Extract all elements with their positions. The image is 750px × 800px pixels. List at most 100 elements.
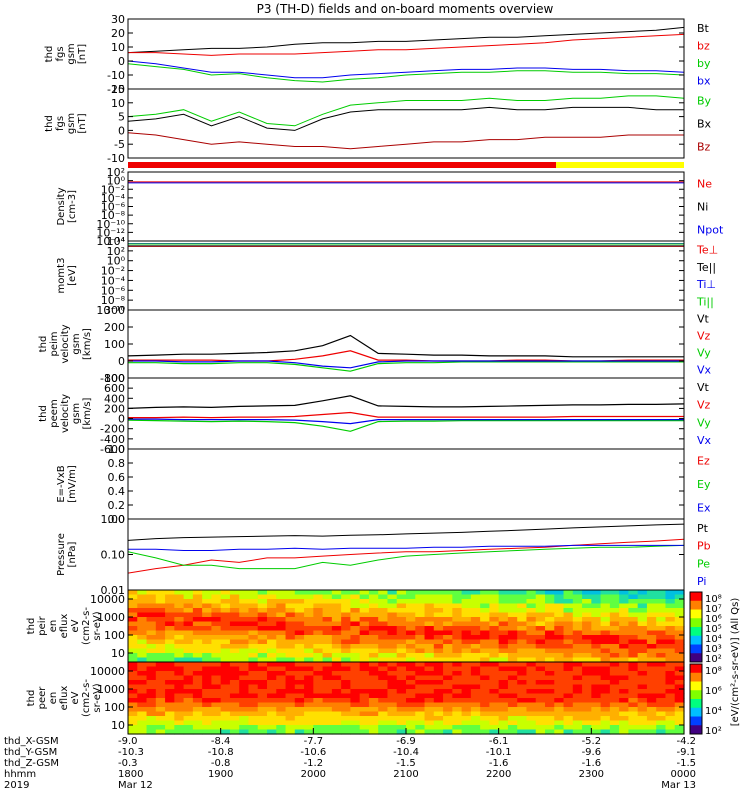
spectrogram-cell xyxy=(674,693,685,699)
spectrogram-cell xyxy=(619,716,629,722)
spectrogram-cell xyxy=(128,675,138,681)
spectrogram-cell xyxy=(452,693,463,699)
spectrogram-cell xyxy=(637,671,648,677)
spectrogram-cell xyxy=(368,612,379,618)
spectrogram-cell xyxy=(155,666,166,672)
spectrogram-cell xyxy=(229,680,240,686)
spectrogram-cell xyxy=(276,653,287,659)
spectrogram-cell xyxy=(498,630,509,636)
spectrogram-cell xyxy=(229,675,240,681)
spectrogram-cell xyxy=(294,702,305,708)
spectrogram-cell xyxy=(507,698,518,704)
spectrogram-cell xyxy=(619,599,629,605)
spectrogram-cell xyxy=(535,648,546,654)
spectrogram-cell xyxy=(563,720,574,726)
spectrogram-cell xyxy=(229,653,240,659)
legend-entry: Npot xyxy=(697,224,724,237)
spectrogram-cell xyxy=(545,603,555,609)
spectrogram-cell xyxy=(146,716,157,722)
spectrogram-cell xyxy=(202,675,212,681)
series-line-By xyxy=(127,95,685,127)
spectrogram-cell xyxy=(480,594,490,600)
spectrogram-cell xyxy=(276,635,287,641)
spectrogram-cell xyxy=(554,716,565,722)
spectrogram-cell xyxy=(294,675,305,681)
spectrogram-cell xyxy=(294,617,305,623)
spectrogram-cell xyxy=(526,680,537,686)
spectrogram-cell xyxy=(378,599,389,605)
spectrogram-cell xyxy=(155,608,166,614)
spectrogram-cell xyxy=(526,639,537,645)
spectrogram-cell xyxy=(248,635,259,641)
spectrogram-cell xyxy=(461,729,472,735)
spectrogram-cell xyxy=(582,684,592,690)
spectrogram-cell xyxy=(554,621,565,627)
spectrogram-cell xyxy=(637,698,648,704)
spectrogram-cell xyxy=(267,702,277,708)
spectrogram-cell xyxy=(452,590,463,596)
spectrogram-cell xyxy=(526,626,537,632)
spectrogram-cell xyxy=(563,639,574,645)
spectrogram-cell xyxy=(563,612,574,618)
spectrogram-cell xyxy=(368,675,379,681)
spectrogram-cell xyxy=(387,702,398,708)
spectrogram-cell xyxy=(443,689,453,695)
spectrogram-cell xyxy=(424,698,435,704)
spectrogram-cell xyxy=(563,725,574,731)
spectrogram-cell xyxy=(406,599,416,605)
spectrogram-cell xyxy=(248,644,259,650)
spectrogram-cell xyxy=(443,716,453,722)
spectrogram-cell xyxy=(646,621,657,627)
spectrogram-cell xyxy=(517,680,528,686)
y-tick-label: 0 xyxy=(118,55,125,68)
spectrogram-cell xyxy=(331,639,342,645)
spectrogram-cell xyxy=(526,590,537,596)
spectrogram-cell xyxy=(350,671,361,677)
spectrogram-cell xyxy=(211,648,222,654)
spectrogram-cell xyxy=(322,720,333,726)
spectrogram-cell xyxy=(359,653,370,659)
spectrogram-cell xyxy=(443,635,453,641)
spectrogram-cell xyxy=(128,716,138,722)
spectrogram-cell xyxy=(128,594,138,600)
spectrogram-cell xyxy=(276,594,287,600)
spectrogram-cell xyxy=(480,671,490,677)
spectrogram-cell xyxy=(480,675,490,681)
spectrogram-cell xyxy=(582,689,592,695)
spectrogram-cell xyxy=(656,666,667,672)
spectrogram-cell xyxy=(174,590,185,596)
spectrogram-cell xyxy=(331,626,342,632)
spectrogram-cell xyxy=(406,590,416,596)
spectrogram-cell xyxy=(517,716,528,722)
spectrogram-cell xyxy=(545,635,555,641)
spectrogram-cell xyxy=(545,653,555,659)
spectrogram-cell xyxy=(646,612,657,618)
spectrogram-cell xyxy=(415,689,426,695)
spectrogram-cell xyxy=(609,594,620,600)
x-tick-label-y: -10.3 xyxy=(118,747,144,758)
spectrogram-cell xyxy=(461,653,472,659)
series-line-Pe xyxy=(127,544,685,570)
y-tick-label: -5 xyxy=(114,138,125,151)
spectrogram-cell xyxy=(600,603,611,609)
spectrogram-cell xyxy=(146,648,157,654)
spectrogram-cell xyxy=(174,648,185,654)
spectrogram-cell xyxy=(545,648,555,654)
series-line-Vy xyxy=(127,419,684,432)
spectrogram-cell xyxy=(165,702,175,708)
spectrogram-cell xyxy=(378,612,389,618)
spectrogram-cell xyxy=(415,720,426,726)
y-tick-label: -200 xyxy=(100,423,125,436)
spectrogram-cell xyxy=(582,639,592,645)
spectrogram-cell xyxy=(406,621,416,627)
spectrogram-cell xyxy=(646,626,657,632)
spectrogram-cell xyxy=(294,594,305,600)
spectrogram-cell xyxy=(572,707,583,713)
spectrogram-cell xyxy=(619,648,629,654)
colorbar-segment xyxy=(690,707,702,717)
spectrogram-cell xyxy=(165,617,175,623)
spectrogram-cell xyxy=(211,702,222,708)
spectrogram-cell xyxy=(165,716,175,722)
spectrogram-cell xyxy=(470,630,481,636)
